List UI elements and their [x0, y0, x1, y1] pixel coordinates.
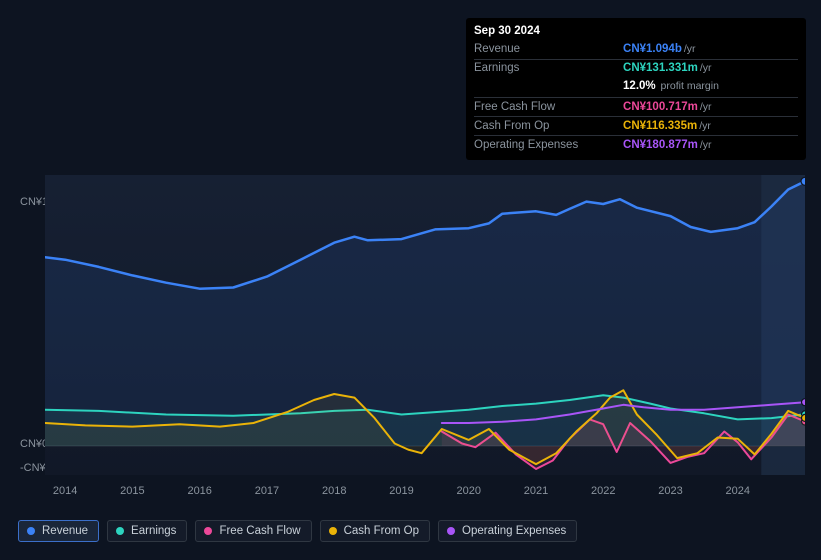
legend-item-revenue[interactable]: Revenue — [18, 520, 99, 542]
x-axis-tick-label: 2014 — [53, 485, 77, 497]
legend-item-free-cash-flow[interactable]: Free Cash Flow — [195, 520, 311, 542]
tooltip-row-value: CN¥1.094b — [623, 43, 682, 55]
series-end-marker-cash-from-op — [802, 414, 806, 421]
y-axis-tick-label: CN¥0 — [20, 438, 48, 450]
tooltip-profit-margin: 12.0% profit margin — [474, 78, 798, 98]
tooltip-row: EarningsCN¥131.331m/yr — [474, 59, 798, 77]
x-axis-tick-label: 2023 — [658, 485, 682, 497]
series-end-marker-operating-expenses — [802, 399, 806, 406]
x-axis-tick-label: 2018 — [322, 485, 346, 497]
tooltip-table: RevenueCN¥1.094b/yrEarningsCN¥131.331m/y… — [474, 41, 798, 154]
x-axis-tick-label: 2019 — [389, 485, 413, 497]
x-axis-tick-label: 2024 — [725, 485, 749, 497]
chart-legend: Revenue Earnings Free Cash Flow Cash From O… — [18, 520, 577, 542]
tooltip-row: Free Cash FlowCN¥100.717m/yr — [474, 98, 798, 117]
x-axis-tick-label: 2016 — [187, 485, 211, 497]
x-axis-tick-label: 2020 — [456, 485, 480, 497]
chart-tooltip: Sep 30 2024 RevenueCN¥1.094b/yrEarningsC… — [466, 18, 806, 160]
legend-dot-icon — [447, 527, 455, 535]
legend-item-label: Operating Expenses — [462, 525, 566, 537]
legend-dot-icon — [27, 527, 35, 535]
x-axis-tick-label: 2022 — [591, 485, 615, 497]
tooltip-row: RevenueCN¥1.094b/yr — [474, 41, 798, 59]
financials-line-chart[interactable] — [45, 175, 805, 475]
legend-item-earnings[interactable]: Earnings — [107, 520, 187, 542]
tooltip-row-label: Operating Expenses — [474, 136, 623, 154]
legend-item-label: Revenue — [42, 525, 88, 537]
x-axis-labels: 2014 2015 2016 2017 2018 2019 2020 2021 2022 2023… — [45, 485, 805, 501]
legend-item-label: Cash From Op — [344, 525, 419, 537]
tooltip-row-label: Free Cash Flow — [474, 98, 623, 117]
x-axis-tick-label: 2021 — [524, 485, 548, 497]
series-end-marker-revenue — [801, 177, 805, 185]
legend-dot-icon — [329, 527, 337, 535]
tooltip-row-value: CN¥131.331m — [623, 62, 698, 74]
x-axis-tick-label: 2017 — [255, 485, 279, 497]
tooltip-row-value: CN¥180.877m — [623, 139, 698, 151]
tooltip-row-label: Revenue — [474, 41, 623, 59]
tooltip-row-value: CN¥116.335m — [623, 120, 697, 132]
tooltip-row-label: Earnings — [474, 59, 623, 77]
tooltip-row: Cash From OpCN¥116.335m/yr — [474, 117, 798, 136]
tooltip-row-label: Cash From Op — [474, 117, 623, 136]
legend-item-cash-from-op[interactable]: Cash From Op — [320, 520, 430, 542]
x-axis-tick-label: 2015 — [120, 485, 144, 497]
tooltip-row: Operating ExpensesCN¥180.877m/yr — [474, 136, 798, 154]
legend-dot-icon — [204, 527, 212, 535]
legend-item-label: Earnings — [131, 525, 176, 537]
legend-item-label: Free Cash Flow — [219, 525, 300, 537]
tooltip-row-value: CN¥100.717m — [623, 101, 698, 113]
tooltip-date: Sep 30 2024 — [474, 24, 798, 39]
legend-dot-icon — [116, 527, 124, 535]
legend-item-operating-expenses[interactable]: Operating Expenses — [438, 520, 577, 542]
